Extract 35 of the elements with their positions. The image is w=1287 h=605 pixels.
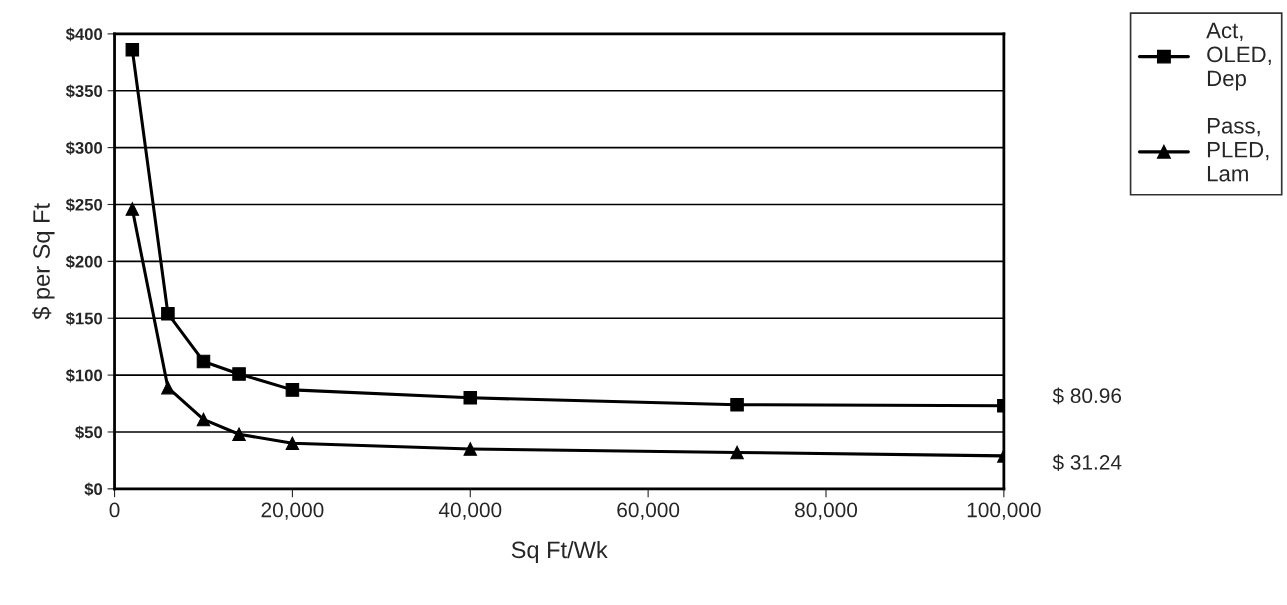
legend-label: Pass, PLED, Lam [1207,118,1269,182]
y-tick-label: $400 [65,27,103,42]
x-tick-label: 80,000 [795,502,858,520]
point [232,367,246,381]
x-tick-label: 20,000 [261,502,324,520]
point [161,380,175,395]
y-tick-label: $150 [65,311,103,326]
y-tick-label: $300 [65,141,103,155]
point [285,383,300,397]
y-tick-label: $0 [84,482,103,497]
y-axis-title: $ per Sq Ft [32,203,55,320]
x-axis-title: Sq Ft/Wk [511,540,608,563]
point [232,427,246,442]
x-tick-label: 60,000 [617,502,680,520]
point [125,43,140,57]
point [730,445,744,460]
x-tick-label: 40,000 [438,502,502,520]
point [730,397,744,412]
point [196,412,211,427]
point [463,391,478,405]
y-tick-label: $50 [75,425,103,440]
x-tick-label: 100,000 [967,502,1041,520]
legend-label: Act, OLED, Dep [1206,22,1271,91]
text: $ 80.96 [1052,387,1122,405]
point [285,436,300,451]
point [463,442,478,456]
point [125,202,140,216]
point [161,306,175,321]
y-tick-label: $350 [65,84,103,99]
y-tick-label: $200 [65,255,103,269]
y-tick-label: $100 [65,368,103,383]
text: $ 31.24 [1052,454,1122,472]
x-tick-label: 0 [109,502,120,518]
y-tick-label: $250 [65,198,103,212]
point [196,354,211,369]
